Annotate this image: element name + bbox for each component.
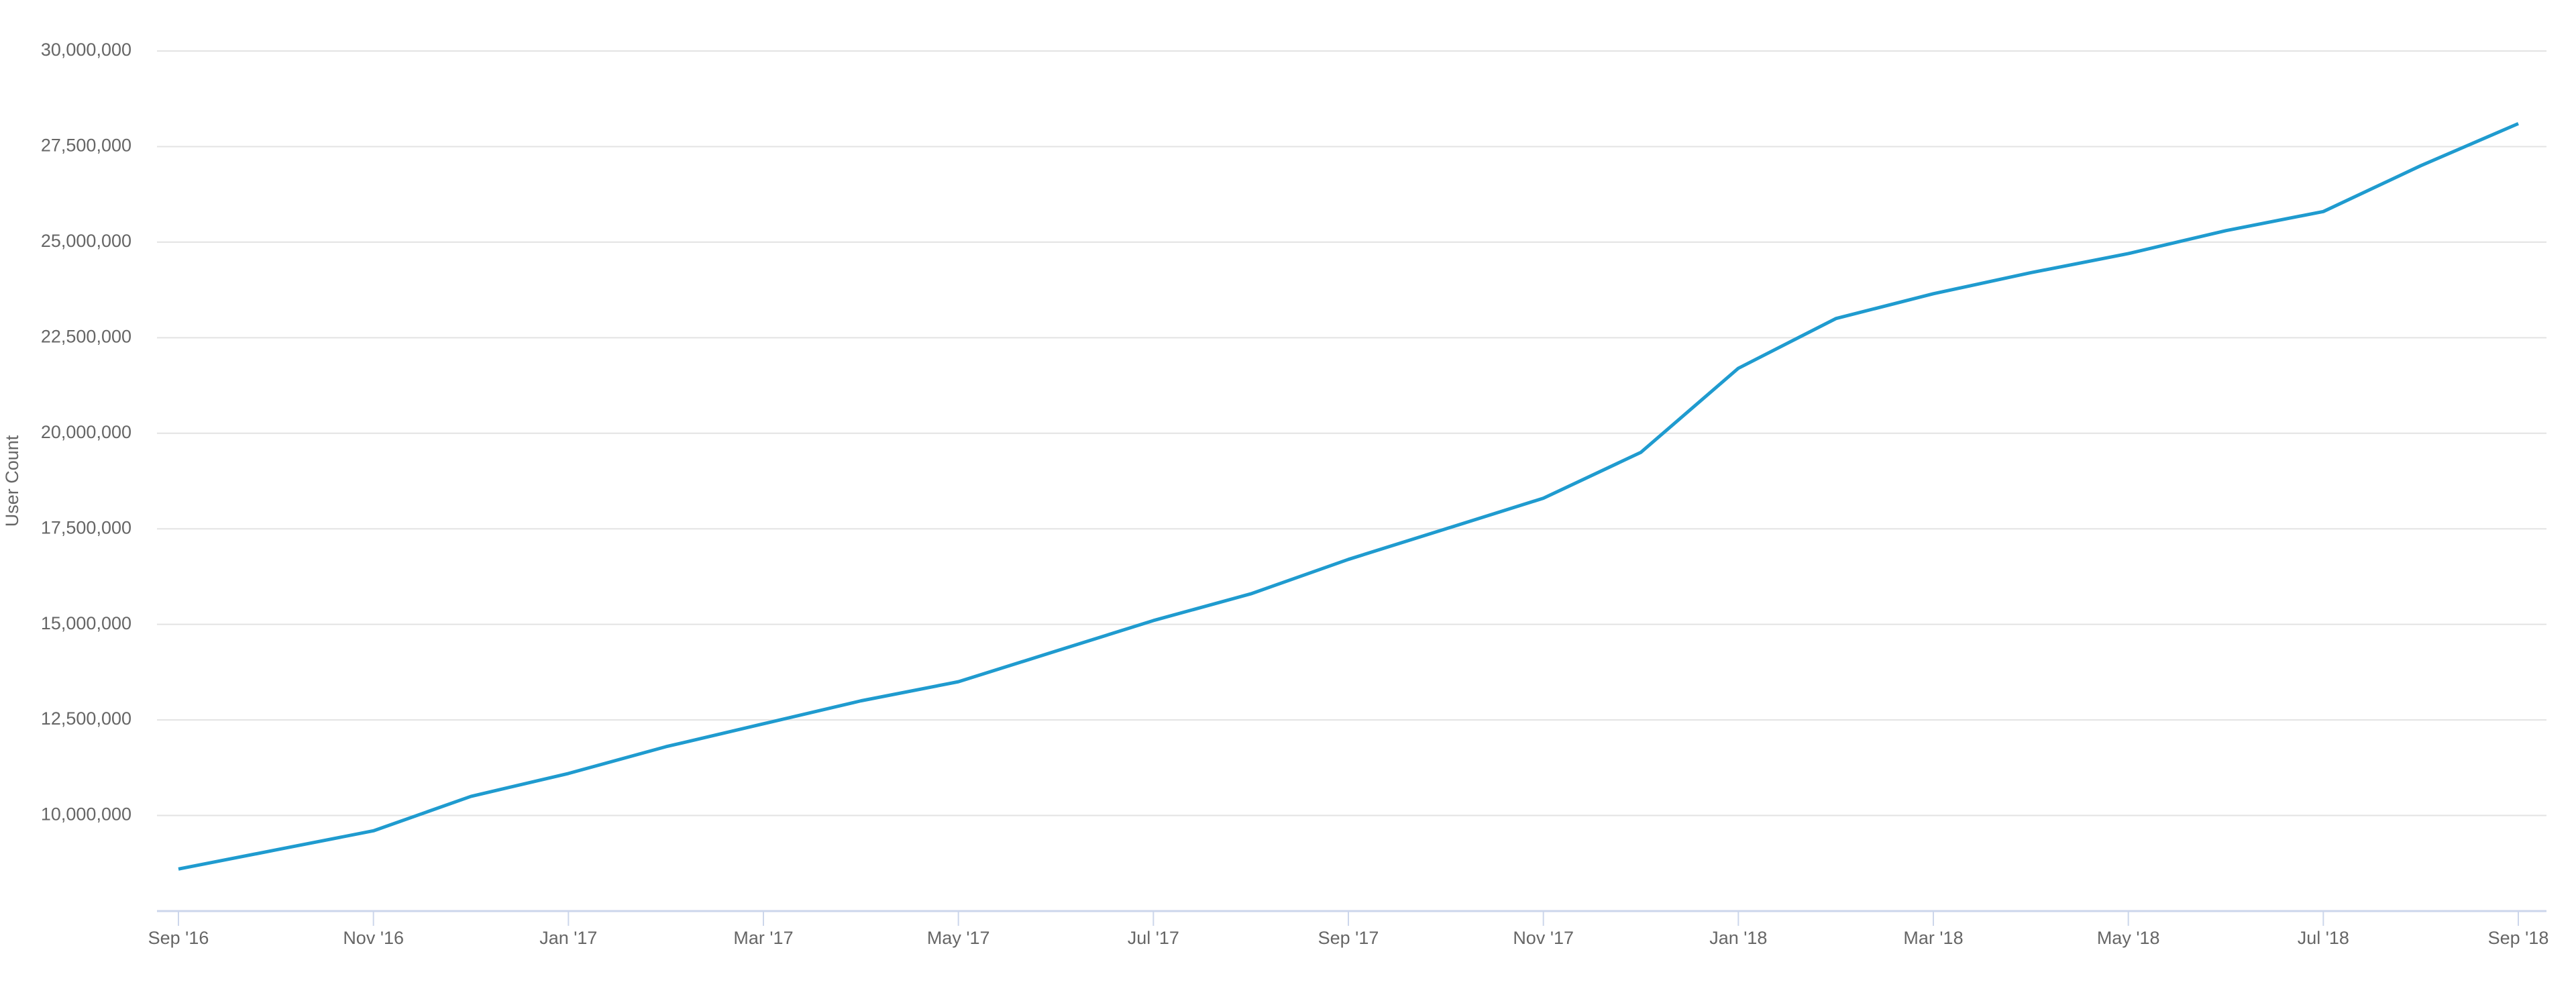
x-tick-label: Mar '18 [1903, 928, 1963, 948]
y-tick-label: 10,000,000 [41, 804, 131, 825]
y-tick-label: 20,000,000 [41, 422, 131, 442]
y-tick-label: 25,000,000 [41, 231, 131, 251]
y-tick-label: 15,000,000 [41, 613, 131, 633]
x-tick-label: Sep '17 [1318, 928, 1379, 948]
x-tick-label: Sep '18 [2488, 928, 2549, 948]
y-tick-label: 17,500,000 [41, 517, 131, 537]
y-tick-label: 27,500,000 [41, 136, 131, 156]
x-tick-label: Nov '17 [1513, 928, 1574, 948]
y-tick-label: 22,500,000 [41, 326, 131, 346]
x-tick-label: Jan '18 [1709, 928, 1767, 948]
x-tick-label: May '17 [927, 928, 990, 948]
y-tick-label: 30,000,000 [41, 40, 131, 60]
x-tick-label: Mar '17 [733, 928, 793, 948]
y-tick-label: 12,500,000 [41, 708, 131, 729]
x-tick-label: Jan '17 [539, 928, 597, 948]
x-tick-label: Jul '18 [2298, 928, 2349, 948]
line-series [178, 121, 2519, 871]
x-tick-label: May '18 [2097, 928, 2160, 948]
x-tick-label: Nov '16 [343, 928, 404, 948]
y-axis-title: User Count [2, 435, 22, 527]
x-tick-label: Jul '17 [1128, 928, 1179, 948]
x-tick-label: Sep '16 [148, 928, 209, 948]
